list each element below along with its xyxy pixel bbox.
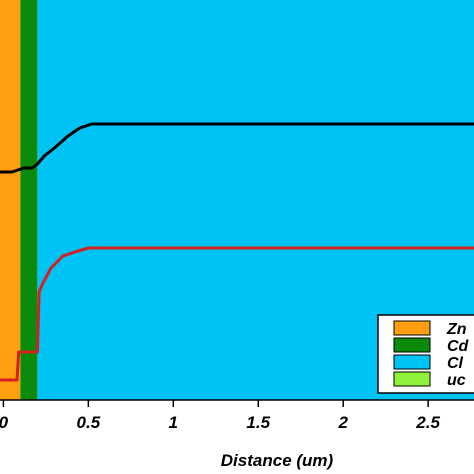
x-tick-label-4: 2 <box>337 413 348 432</box>
x-tick-label-1: 0.5 <box>77 413 101 432</box>
series-line-1 <box>0 246 474 382</box>
legend-swatch-2 <box>393 354 431 370</box>
x-axis-ticks: 0 0.5 1 1.5 2 2.5 <box>0 400 440 432</box>
legend-label-3: uc <box>447 372 466 389</box>
x-tick-label-2: 1 <box>169 413 178 432</box>
legend-label-0: Zn <box>446 321 467 338</box>
layer-band-1 <box>20 0 38 400</box>
x-tick-label-5: 2.5 <box>415 413 440 432</box>
legend-swatch-0 <box>393 320 431 336</box>
legend-swatch-3 <box>393 371 431 387</box>
x-axis-label: Distance (um) <box>221 451 334 470</box>
x-tick-label-3: 1.5 <box>246 413 270 432</box>
layer-band-0 <box>0 0 21 400</box>
series-lines <box>0 122 474 382</box>
legend-label-1: Cd <box>447 338 470 355</box>
legend-swatch-1 <box>393 337 431 353</box>
legend-label-2: Cl <box>447 355 464 372</box>
x-tick-label-0: 0 <box>0 413 9 432</box>
series-line-0 <box>0 122 474 174</box>
